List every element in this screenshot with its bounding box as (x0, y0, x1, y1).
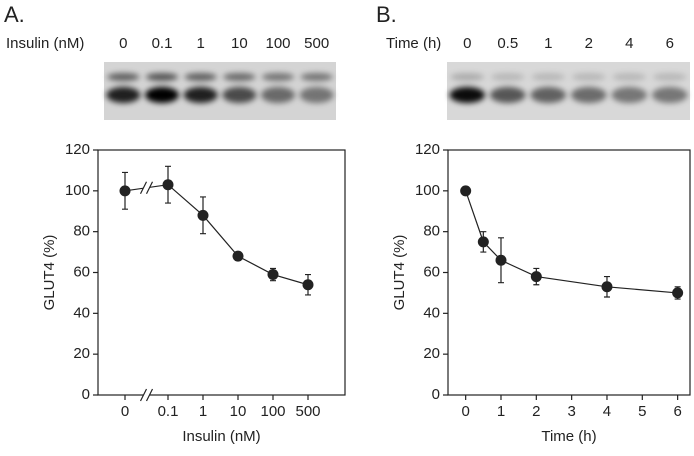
blot-band (261, 73, 295, 81)
y-tick-label: 20 (73, 345, 90, 362)
blot-band (299, 87, 334, 103)
y-axis-label: GLUT4 (%) (391, 235, 408, 311)
data-point (601, 281, 613, 293)
axis-break-gap (143, 181, 150, 194)
x-tick-label: 0.1 (158, 403, 179, 420)
blot-band (489, 87, 526, 103)
blot-band (300, 73, 333, 81)
x-tick-label: 10 (230, 403, 247, 420)
blot-band (652, 73, 687, 81)
y-tick-label: 0 (82, 386, 90, 403)
data-point (495, 254, 507, 266)
blot-band (145, 73, 179, 81)
data-point (267, 269, 279, 281)
axis-break (145, 181, 154, 195)
lane-label: 6 (666, 35, 674, 52)
y-tick-label: 100 (415, 182, 440, 199)
y-tick-label: 60 (73, 263, 90, 280)
data-line (124, 184, 309, 286)
data-point (672, 287, 684, 299)
lane-label: 0 (463, 35, 471, 52)
lane-label: 1 (196, 35, 204, 52)
blot-band (651, 87, 688, 103)
x-tick-label: 4 (603, 403, 611, 420)
axis-break (145, 388, 154, 402)
data-point (530, 271, 542, 283)
x-axis-label: Time (h) (541, 428, 596, 445)
x-tick-label: 100 (260, 403, 285, 420)
x-axis-label: Insulin (nM) (182, 428, 260, 445)
y-axis-label: GLUT4 (%) (41, 235, 58, 311)
blot-band (222, 87, 257, 103)
blot-band (570, 87, 607, 103)
lane-label: 2 (585, 35, 593, 52)
blot-band (530, 87, 567, 103)
blot-band (223, 73, 256, 81)
y-tick-label: 120 (65, 141, 90, 158)
panel-label: B. (376, 2, 397, 27)
x-tick-label: 2 (532, 403, 540, 420)
lane-label: 0 (119, 35, 127, 52)
axis-break (139, 181, 148, 195)
y-tick-label: 20 (423, 345, 440, 362)
blot-band (531, 73, 566, 81)
blot-image (104, 62, 336, 120)
data-line (465, 190, 678, 294)
x-tick-label: 0 (461, 403, 469, 420)
data-point (197, 209, 209, 221)
y-tick-label: 0 (432, 386, 440, 403)
data-point (162, 179, 174, 191)
y-tick-label: 40 (73, 304, 90, 321)
blot-band (183, 87, 218, 103)
blot-band (612, 73, 647, 81)
y-tick-label: 80 (73, 223, 90, 240)
blot-label: Time (h) (386, 35, 441, 52)
data-point (232, 250, 244, 262)
blot-band (449, 87, 486, 103)
x-tick-label: 3 (567, 403, 575, 420)
data-point (119, 185, 131, 197)
data-point (460, 185, 472, 197)
y-tick-label: 40 (423, 304, 440, 321)
data-point (477, 236, 489, 248)
blot-band (106, 87, 141, 103)
blot-band (107, 73, 140, 81)
blot-band (184, 73, 217, 81)
blot-image (447, 62, 690, 120)
x-tick-label: 500 (295, 403, 320, 420)
lane-label: 0.5 (497, 35, 518, 52)
blot-band (260, 87, 296, 103)
blot-band (611, 87, 648, 103)
blot-band (450, 73, 485, 81)
x-tick-label: 1 (497, 403, 505, 420)
lane-label: 500 (304, 35, 329, 52)
lane-label: 1 (544, 35, 552, 52)
blot-band (490, 73, 525, 81)
panel-label: A. (4, 2, 25, 27)
blot-band (144, 87, 180, 103)
axis-break-gap (143, 389, 150, 401)
x-tick-label: 5 (638, 403, 646, 420)
blot-label: Insulin (nM) (6, 35, 84, 52)
x-tick-label: 0 (121, 403, 129, 420)
axis-break (139, 388, 148, 402)
lane-label: 4 (625, 35, 633, 52)
blot-bands (106, 73, 688, 103)
y-tick-label: 120 (415, 141, 440, 158)
x-tick-label: 6 (673, 403, 681, 420)
x-tick-label: 1 (199, 403, 207, 420)
y-tick-label: 60 (423, 263, 440, 280)
data-point (302, 279, 314, 291)
lane-label: 0.1 (152, 35, 173, 52)
blot-band (571, 73, 606, 81)
plot-frame (97, 149, 346, 396)
lane-label: 10 (231, 35, 248, 52)
plot-frame (447, 149, 691, 396)
y-tick-label: 80 (423, 223, 440, 240)
lane-label: 100 (265, 35, 290, 52)
y-tick-label: 100 (65, 182, 90, 199)
